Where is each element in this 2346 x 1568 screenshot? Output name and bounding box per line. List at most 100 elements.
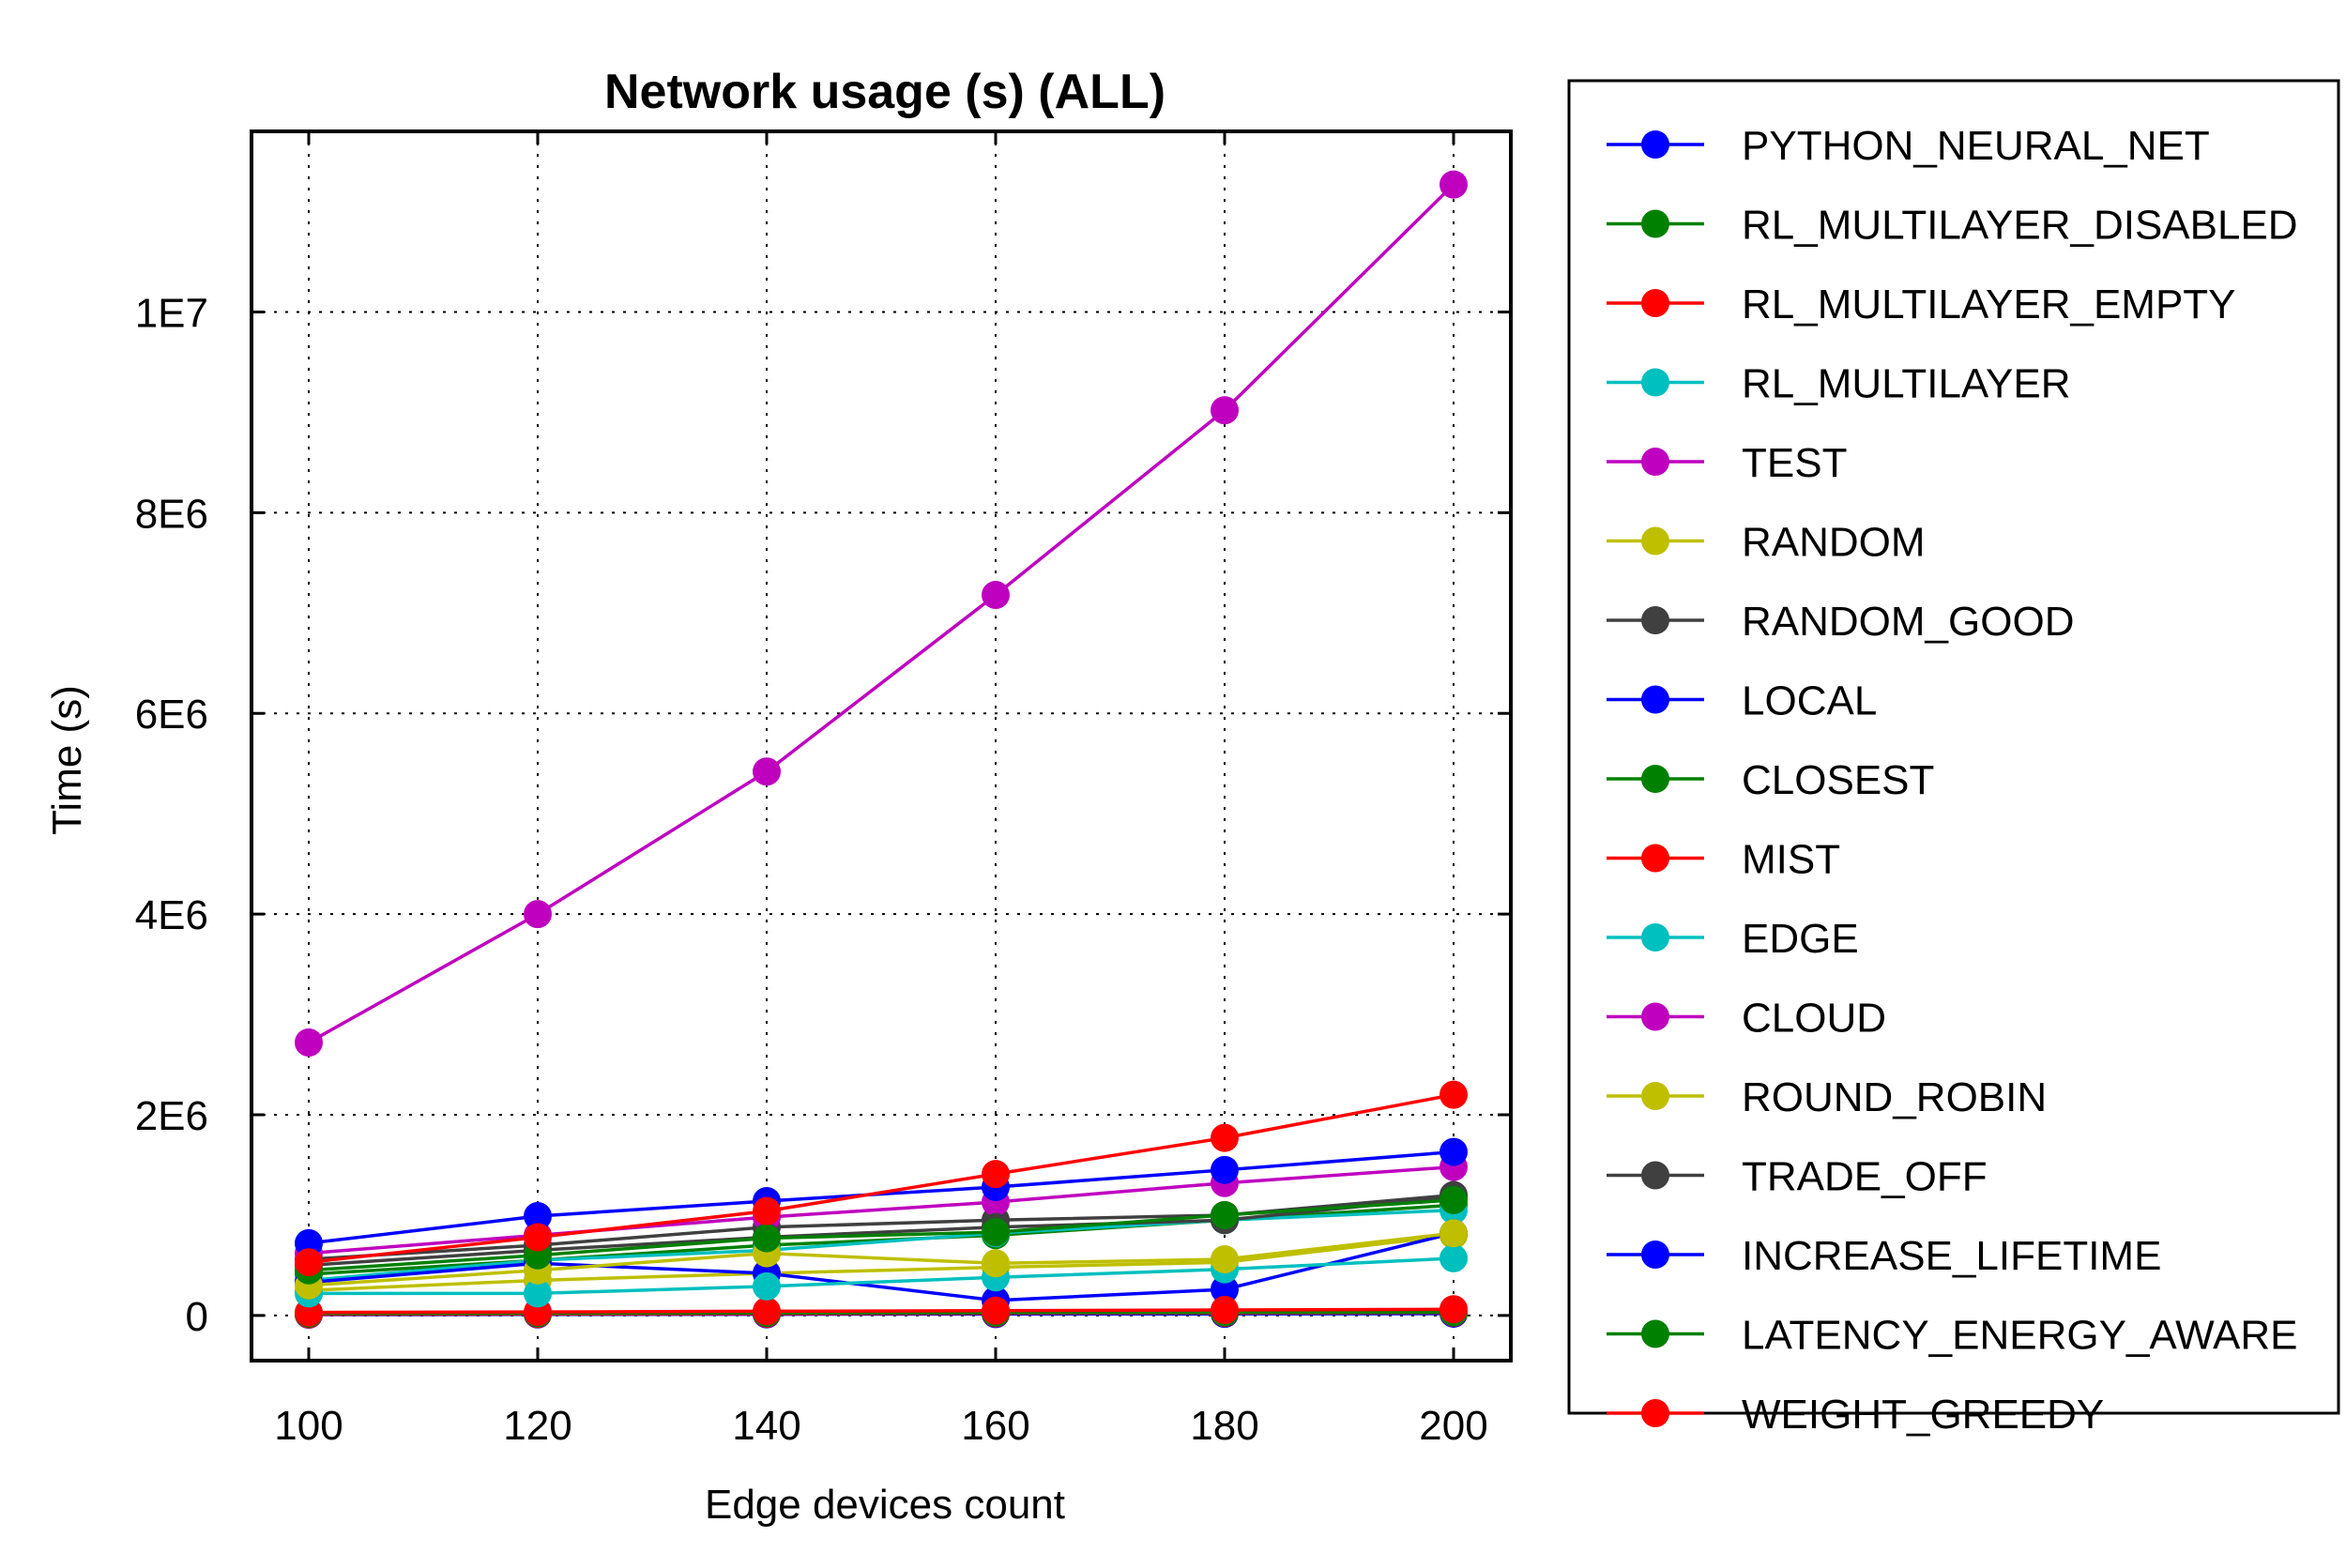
data-point-test: [295, 1028, 323, 1058]
x-axis-ticks: 100 120 140 160 180 200: [274, 131, 1488, 1449]
legend-label-mist: MIST: [1742, 837, 1840, 883]
legend-marker-rl-multilayer-empty: [1641, 289, 1669, 317]
y-tick-label: 4E6: [135, 892, 208, 938]
legend-marker-rl-multilayer: [1641, 368, 1669, 397]
data-point-round-robin: [1440, 1219, 1468, 1248]
data-point-test: [1211, 396, 1239, 425]
series-line-local: [308, 1231, 1455, 1302]
data-point-latency-energy-aware: [753, 1224, 781, 1253]
data-point-weight-greedy: [982, 1160, 1010, 1189]
data-point-round-robin: [982, 1249, 1010, 1278]
legend-box: [1567, 79, 2340, 1415]
y-tick-label: 6E6: [135, 692, 208, 738]
series-line-mist: [308, 1307, 1455, 1315]
series-line-latency-energy-aware: [308, 1198, 1455, 1272]
legend-marker-test: [1641, 448, 1669, 476]
data-point-increase-lifetime: [1440, 1137, 1468, 1166]
series-line-round-robin: [308, 1231, 1455, 1287]
legend-label-trade-off: TRADE_OFF: [1742, 1154, 1988, 1200]
y-axis-ticks: 0 2E6 4E6 6E6 8E6 1E7: [135, 290, 1511, 1340]
x-axis-label: Edge devices count: [705, 1482, 1065, 1528]
x-tick-label: 180: [1190, 1403, 1258, 1449]
legend-marker-python-neural-net: [1641, 130, 1669, 159]
data-point-latency-energy-aware: [982, 1218, 1010, 1247]
data-point-edge: [753, 1271, 781, 1301]
legend-label-cloud: CLOUD: [1742, 996, 1886, 1042]
legend-label-rl-multilayer-disabled: RL_MULTILAYER_DISABLED: [1742, 203, 2298, 249]
data-point-mist: [1211, 1295, 1239, 1324]
data-point-mist: [1440, 1295, 1468, 1324]
grid-lines: [251, 131, 1511, 1361]
legend-label-increase-lifetime: INCREASE_LIFETIME: [1742, 1233, 2161, 1279]
legend-label-weight-greedy: WEIGHT_GREEDY: [1742, 1392, 2104, 1438]
data-point-increase-lifetime: [524, 1202, 552, 1231]
y-tick-label: 8E6: [135, 491, 208, 537]
legend-marker-local: [1641, 685, 1669, 714]
legend-marker-increase-lifetime: [1641, 1241, 1669, 1269]
data-point-mist: [753, 1297, 781, 1326]
series-line-rl-multilayer: [308, 1208, 1455, 1283]
data-point-increase-lifetime: [1211, 1155, 1239, 1184]
y-tick-label: 1E7: [135, 290, 208, 336]
legend-label-local: LOCAL: [1742, 678, 1877, 724]
legend-label-rl-multilayer: RL_MULTILAYER: [1742, 361, 2070, 407]
data-point-mist: [982, 1296, 1010, 1325]
series-line-random-good: [308, 1193, 1455, 1261]
legend-marker-round-robin: [1641, 1082, 1669, 1110]
legend-marker-cloud: [1641, 1002, 1669, 1031]
series-line-trade-off: [308, 1195, 1455, 1268]
data-point-weight-greedy: [295, 1248, 323, 1277]
data-point-test: [982, 581, 1010, 610]
chart-title: Network usage (s) (ALL): [604, 65, 1165, 119]
data-point-latency-energy-aware: [1211, 1200, 1239, 1229]
y-axis-label: Time (s): [44, 685, 90, 835]
legend-marker-random-good: [1641, 606, 1669, 634]
data-point-edge: [524, 1279, 552, 1308]
series-line-weight-greedy: [308, 1092, 1455, 1264]
x-tick-label: 200: [1419, 1403, 1487, 1449]
series-line-test: [308, 183, 1455, 1044]
data-point-weight-greedy: [524, 1223, 552, 1252]
data-point-weight-greedy: [753, 1196, 781, 1225]
legend-label-rl-multilayer-empty: RL_MULTILAYER_EMPTY: [1742, 282, 2236, 327]
legend-marker-random: [1641, 526, 1669, 556]
legend-label-edge: EDGE: [1742, 916, 1859, 962]
legend-label-random: RANDOM: [1742, 520, 1926, 566]
legend-label-test: TEST: [1742, 440, 1847, 486]
legend-marker-edge: [1641, 923, 1669, 951]
series-line-random: [308, 1233, 1455, 1292]
legend-marker-mist: [1641, 844, 1669, 873]
data-point-weight-greedy: [1440, 1080, 1468, 1109]
legend-marker-weight-greedy: [1641, 1399, 1669, 1427]
data-point-latency-energy-aware: [1440, 1185, 1468, 1214]
legend-label-random-good: RANDOM_GOOD: [1742, 599, 2074, 645]
legend: PYTHON_NEURAL_NET RL_MULTILAYER_DISABLED R…: [1567, 79, 2340, 1438]
legend-marker-latency-energy-aware: [1641, 1319, 1669, 1348]
data-point-round-robin: [1211, 1244, 1239, 1273]
legend-label-round-robin: ROUND_ROBIN: [1742, 1074, 2047, 1120]
x-tick-label: 100: [274, 1403, 343, 1449]
data-point-test: [1440, 170, 1468, 199]
data-point-local: [1211, 1275, 1239, 1304]
y-tick-label: 2E6: [135, 1093, 208, 1139]
legend-label-latency-energy-aware: LATENCY_ENERGY_AWARE: [1742, 1313, 2298, 1359]
data-point-test: [524, 900, 552, 929]
legend-marker-closest: [1641, 765, 1669, 793]
legend-label-python-neural-net: PYTHON_NEURAL_NET: [1742, 123, 2210, 169]
series-lines: [308, 183, 1455, 1317]
legend-label-closest: CLOSEST: [1742, 757, 1934, 803]
x-tick-label: 120: [503, 1403, 571, 1449]
data-point-test: [753, 757, 781, 786]
y-tick-label: 0: [186, 1294, 208, 1340]
legend-marker-rl-multilayer-disabled: [1641, 209, 1669, 238]
x-tick-label: 160: [961, 1403, 1029, 1449]
series-line-cloud: [308, 1165, 1455, 1256]
data-point-edge: [1440, 1243, 1468, 1272]
x-tick-label: 140: [732, 1403, 800, 1449]
plot-frame: [250, 129, 1513, 1362]
series-markers: [295, 170, 1468, 1330]
series-line-edge: [309, 1256, 1455, 1296]
legend-marker-trade-off: [1641, 1161, 1669, 1190]
